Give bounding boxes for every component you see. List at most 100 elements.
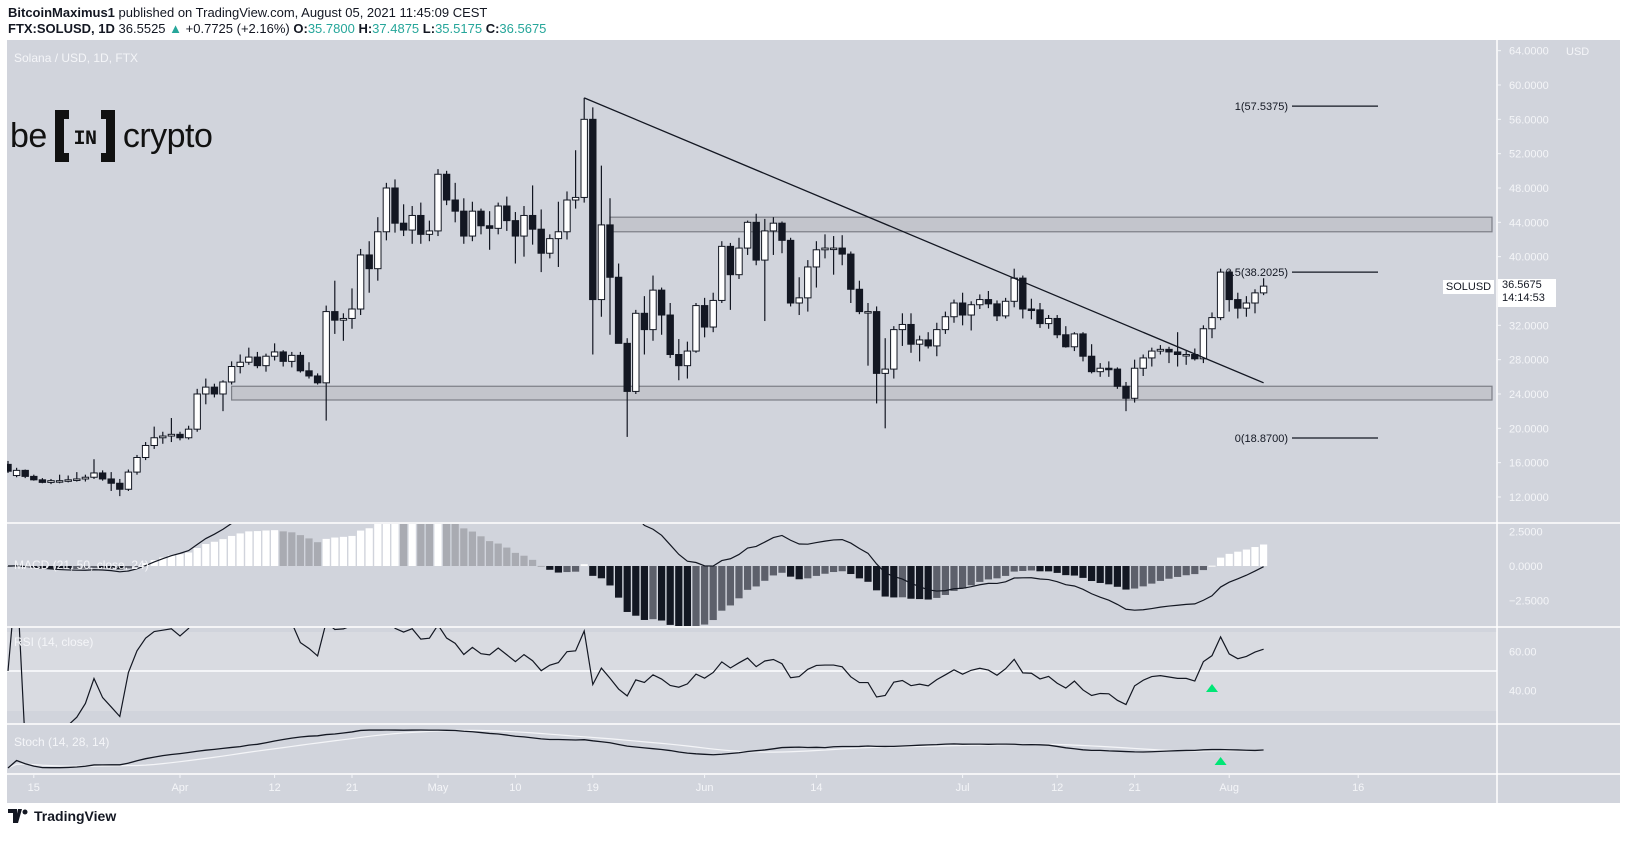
candle[interactable] [5, 460, 12, 473]
candle[interactable] [1062, 326, 1070, 348]
candle[interactable] [176, 431, 184, 441]
candle[interactable] [855, 280, 864, 315]
candle[interactable] [511, 212, 520, 264]
candle[interactable] [12, 467, 21, 478]
candle[interactable] [700, 297, 709, 338]
candle[interactable] [210, 383, 219, 398]
candle[interactable] [38, 478, 47, 484]
candle[interactable] [356, 248, 365, 316]
candle[interactable] [589, 107, 597, 355]
tradingview-logo[interactable]: TradingView [8, 808, 116, 824]
candle[interactable] [141, 442, 150, 461]
candle[interactable] [296, 351, 305, 373]
candle[interactable] [460, 198, 468, 244]
candle[interactable] [881, 338, 889, 429]
candle[interactable] [55, 474, 64, 484]
candle[interactable] [864, 303, 872, 366]
candle[interactable] [571, 150, 580, 209]
candle[interactable] [133, 454, 141, 475]
candle[interactable] [90, 459, 98, 479]
candle[interactable] [107, 472, 115, 491]
candle[interactable] [563, 191, 571, 240]
candle[interactable] [1019, 275, 1027, 319]
candle[interactable] [1251, 289, 1259, 314]
candle[interactable] [374, 217, 382, 281]
candle[interactable] [503, 196, 511, 231]
candle[interactable] [322, 305, 330, 421]
candle[interactable] [1001, 297, 1010, 319]
candle[interactable] [829, 236, 838, 275]
candle[interactable] [365, 241, 373, 293]
candle[interactable] [528, 185, 537, 245]
candle[interactable] [1173, 332, 1182, 367]
candle[interactable] [1113, 367, 1122, 389]
candle[interactable] [159, 431, 167, 444]
candle[interactable] [477, 208, 485, 235]
candle[interactable] [890, 326, 898, 379]
candle[interactable] [752, 213, 760, 266]
candle[interactable] [993, 300, 1001, 322]
candle[interactable] [1148, 347, 1156, 367]
candle[interactable] [1234, 292, 1242, 319]
candle[interactable] [1079, 332, 1087, 362]
candle[interactable] [537, 209, 545, 273]
candle[interactable] [958, 292, 967, 326]
candle[interactable] [253, 351, 262, 369]
candle[interactable] [666, 303, 674, 358]
candle[interactable] [1070, 332, 1079, 352]
candle[interactable] [236, 354, 244, 374]
candle[interactable] [313, 373, 322, 385]
candle[interactable] [1225, 270, 1233, 312]
candle[interactable] [262, 353, 270, 372]
candle[interactable] [305, 362, 313, 379]
candle[interactable] [683, 341, 692, 379]
candle[interactable] [331, 280, 339, 334]
candle[interactable] [1259, 278, 1268, 296]
candle[interactable] [907, 313, 915, 353]
candle[interactable] [425, 220, 434, 242]
candle[interactable] [81, 474, 90, 482]
candle[interactable] [709, 292, 717, 333]
candle[interactable] [1199, 325, 1208, 364]
candle[interactable] [270, 343, 279, 361]
candle[interactable] [167, 418, 176, 443]
candle[interactable] [64, 475, 72, 483]
candle[interactable] [408, 206, 416, 244]
descending-trendline[interactable] [583, 97, 1264, 384]
support-zone[interactable] [231, 385, 1493, 401]
candle[interactable] [812, 241, 821, 288]
symbol-name[interactable]: FTX:SOLUSD, 1D [8, 21, 115, 36]
candle[interactable] [1027, 298, 1036, 320]
candle[interactable] [726, 242, 735, 310]
candle[interactable] [1165, 346, 1173, 364]
candle[interactable] [872, 306, 881, 404]
candle[interactable] [795, 277, 803, 316]
candle[interactable] [950, 299, 958, 323]
candle[interactable] [30, 474, 38, 481]
candle[interactable] [838, 235, 846, 266]
candle[interactable] [47, 478, 55, 485]
candle[interactable] [692, 303, 700, 353]
candle[interactable] [1044, 315, 1053, 329]
candle[interactable] [219, 380, 227, 412]
candle[interactable] [786, 237, 795, 307]
candle[interactable] [606, 198, 614, 335]
candle[interactable] [898, 313, 907, 346]
candle[interactable] [649, 275, 657, 341]
candle[interactable] [924, 332, 932, 349]
candle[interactable] [1208, 312, 1216, 339]
candle[interactable] [494, 202, 502, 235]
candle[interactable] [1216, 268, 1225, 321]
candle[interactable] [1122, 381, 1130, 412]
candle[interactable] [1105, 361, 1113, 377]
candle[interactable] [442, 170, 451, 206]
candle[interactable] [735, 237, 743, 279]
candle[interactable] [399, 204, 408, 237]
candle[interactable] [417, 202, 425, 244]
candle[interactable] [657, 287, 666, 335]
candle[interactable] [73, 472, 81, 482]
author-name[interactable]: BitcoinMaximus1 [8, 5, 115, 20]
candle[interactable] [1242, 296, 1251, 317]
candle[interactable] [967, 301, 975, 331]
candle[interactable] [769, 217, 778, 255]
